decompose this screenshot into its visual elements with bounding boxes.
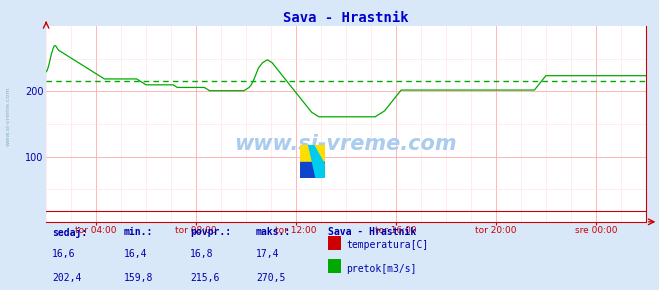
Text: www.si-vreme.com: www.si-vreme.com	[5, 86, 11, 146]
Text: 16,6: 16,6	[52, 249, 76, 259]
Polygon shape	[308, 145, 325, 178]
Text: sedaj:: sedaj:	[52, 227, 88, 238]
Text: 16,4: 16,4	[124, 249, 148, 259]
Text: 215,6: 215,6	[190, 273, 219, 283]
Text: 16,8: 16,8	[190, 249, 214, 259]
Text: min.:: min.:	[124, 227, 154, 237]
Text: pretok[m3/s]: pretok[m3/s]	[346, 264, 416, 274]
Polygon shape	[300, 145, 325, 162]
Title: Sava - Hrastnik: Sava - Hrastnik	[283, 11, 409, 25]
Bar	[328, 235, 341, 250]
Text: temperatura[C]: temperatura[C]	[346, 240, 428, 250]
Text: 17,4: 17,4	[256, 249, 279, 259]
Text: 270,5: 270,5	[256, 273, 285, 283]
Text: povpr.:: povpr.:	[190, 227, 231, 237]
Polygon shape	[300, 162, 325, 178]
Text: www.si-vreme.com: www.si-vreme.com	[235, 134, 457, 153]
Text: Sava - Hrastnik: Sava - Hrastnik	[328, 227, 416, 237]
Text: maks.:: maks.:	[256, 227, 291, 237]
Text: 202,4: 202,4	[52, 273, 82, 283]
Text: 159,8: 159,8	[124, 273, 154, 283]
Bar	[328, 259, 341, 273]
